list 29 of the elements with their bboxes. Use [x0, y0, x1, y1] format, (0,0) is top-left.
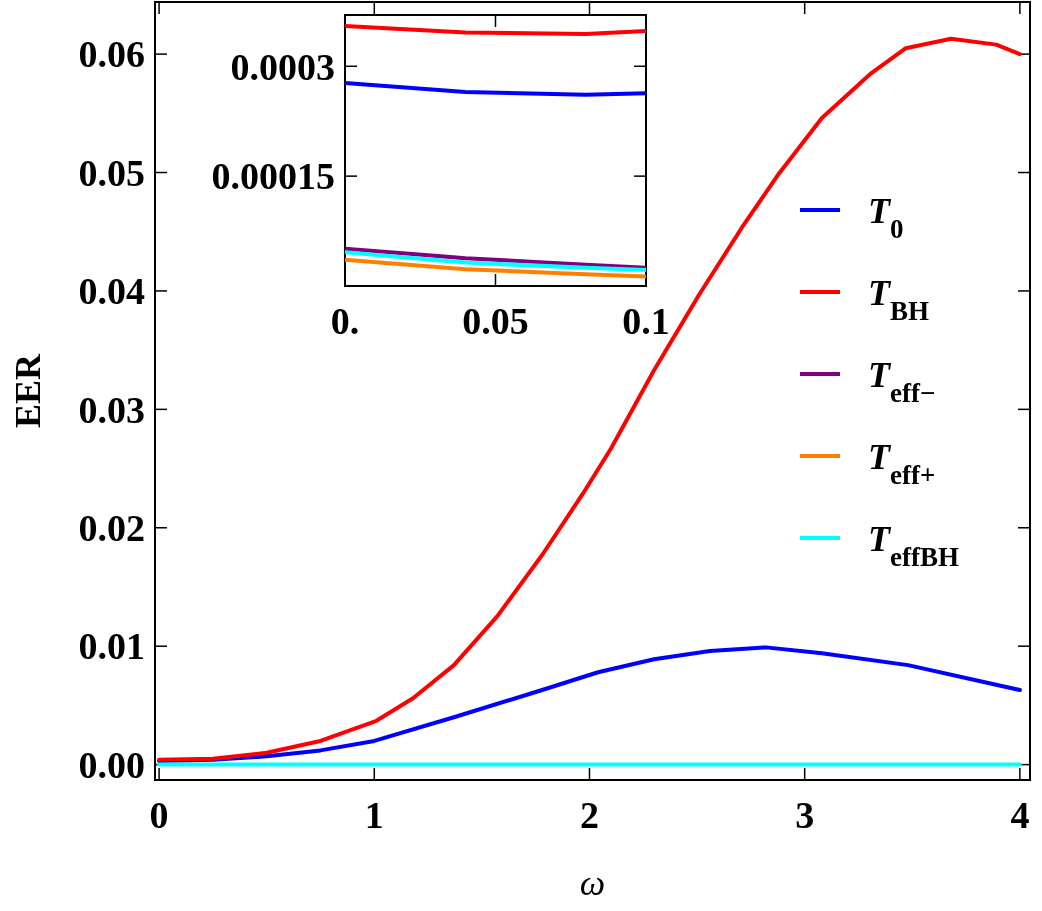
legend-label: T$_{eff+}$	[868, 436, 936, 490]
y-tick-label: 0.0003	[230, 45, 335, 88]
x-tick-label: 0.1	[622, 300, 670, 342]
x-tick-label: 2	[579, 794, 599, 836]
legend-label: T$_{0}$	[868, 190, 904, 244]
line-series	[345, 81, 646, 97]
x-axis-title: ω	[579, 863, 606, 903]
x-tick-label: 4	[1010, 794, 1030, 836]
y-tick-label: 0.06	[78, 33, 145, 76]
line-series	[345, 257, 646, 279]
y-tick-label: 0.02	[78, 507, 145, 550]
x-tick-label: 0.	[330, 300, 360, 342]
y-tick-label: 0.01	[78, 625, 145, 668]
y-tick-label: 0.05	[78, 151, 145, 194]
x-tick-label: 0	[149, 794, 169, 836]
y-tick-label: 0.03	[78, 388, 145, 431]
line-series	[157, 36, 1022, 762]
x-tick-label: 0.05	[462, 300, 529, 342]
legend-label: T$_{eff−}$	[868, 354, 936, 408]
x-tick-label: 1	[364, 794, 384, 836]
legend-label: T$_{effBH}$	[868, 518, 959, 572]
line-series	[345, 23, 646, 37]
y-tick-label: 0.00	[78, 743, 145, 786]
y-tick-label: 0.04	[78, 270, 145, 313]
x-tick-label: 3	[795, 794, 815, 836]
legend-label: T$_{BH}$	[868, 272, 930, 326]
line-series	[157, 645, 1022, 764]
y-axis-title: EER	[8, 352, 48, 429]
y-tick-label: 0.00015	[211, 155, 335, 198]
